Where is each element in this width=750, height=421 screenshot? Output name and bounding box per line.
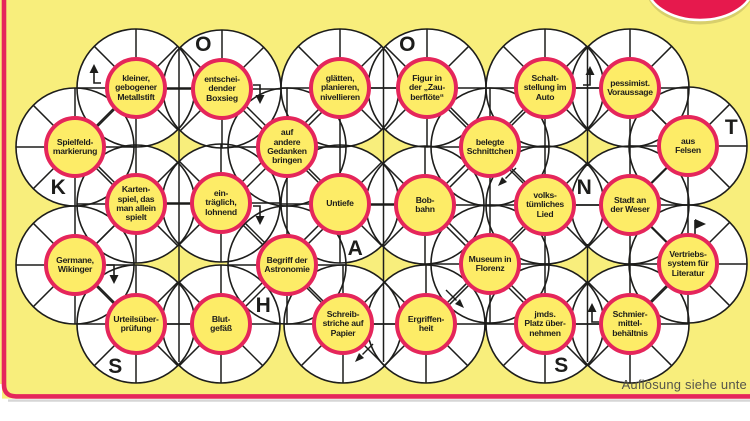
arrow-up-icon [583,66,595,86]
clue-text: glätten, planieren, nivellieren [320,73,360,102]
corner-margin [0,384,2,421]
clue-hub: aus Felsen [657,115,719,177]
clue-hub: Spielfeld- markierung [44,116,106,178]
clue-text: Schalt- stellung im Auto [523,73,567,102]
arrow-up-icon [89,64,101,84]
clue-hub: glätten, planieren, nivellieren [309,57,371,119]
clue-text: Ergriffen- heit [407,313,445,333]
page-margin [0,398,750,421]
clue-hub: Blut- gefäß [190,293,252,355]
arrow-down-icon [107,264,119,284]
clue-hub: Schreib- striche auf Papier [312,293,374,355]
clue-text: Karten- spiel, das man allein spielt [116,184,156,223]
puzzle-frame-border [1,0,750,399]
arrow-down-right-icon [445,289,464,308]
clue-hub: Stadt an der Weser [599,174,661,236]
clue-hub: Karten- spiel, das man allein spielt [105,173,167,235]
prefilled-letter: N [576,176,592,199]
clue-text: auf andere Gedanken bringen [267,127,307,166]
clue-text: Begriff der Astronomie [264,254,310,274]
clue-text: Bob- bahn [415,194,435,214]
arrow-down-left-icon [355,343,374,362]
clue-hub: Urteilsüber- prüfung [105,293,167,355]
clue-text: Blut- gefäß [210,313,232,333]
arrow-down-left-icon [498,167,517,186]
clue-hub: jmds. Platz über- nehmen [514,293,576,355]
prefilled-letter: S [554,354,568,377]
clue-text: Museum in Florenz [468,253,512,273]
clue-text: volks- tümliches Lied [526,190,564,219]
clue-hub: Schalt- stellung im Auto [514,57,576,119]
arrow-down-icon [253,205,265,225]
clue-hub: volks- tümliches Lied [514,174,576,236]
clue-text: Urteilsüber- prüfung [113,313,159,333]
clue-text: Schmier- mittel- behältnis [612,309,648,338]
prefilled-letter: A [347,237,363,260]
clue-text: kleiner, gebogener Metallstift [115,73,157,102]
clue-hub: kleiner, gebogener Metallstift [105,57,167,119]
clue-text: pessimist. Voraussage [607,77,653,97]
clue-text: jmds. Platz über- nehmen [524,309,566,338]
arrow-up-icon [587,303,599,323]
clue-hub: Untiefe [309,173,371,235]
clue-hub: belegte Schnittchen [459,116,521,178]
clue-hub: Germane, Wikinger [44,234,106,296]
prefilled-letter: O [399,33,415,56]
solution-note: Auflösung siehe unte [621,377,747,392]
clue-text: Schreib- striche auf Papier [322,309,364,338]
clue-text: Untiefe [326,198,354,209]
prefilled-letter: T [724,116,738,139]
clue-hub: Vertriebs- system für Literatur [657,233,719,295]
clue-hub: Bob- bahn [394,174,456,236]
clue-text: Vertriebs- system für Literatur [667,249,709,278]
clue-hub: Schmier- mittel- behältnis [599,293,661,355]
clue-text: Germane, Wikinger [56,254,94,274]
clue-text: Stadt an der Weser [610,194,650,214]
clue-hub: Figur in der „Zau- berflöte“ [396,57,458,119]
clue-hub: ein- träglich, lohnend [190,172,252,234]
clue-text: Spielfeld- markierung [52,136,98,156]
prefilled-letter: K [50,176,66,199]
clue-text: ein- träglich, lohnend [205,188,237,217]
clue-hub: Museum in Florenz [459,233,521,295]
prefilled-letter: H [255,294,271,317]
cell-divider-lines [178,48,589,362]
prefilled-letter: O [195,33,211,56]
clue-text: aus Felsen [675,135,701,155]
clue-hub: Ergriffen- heit [395,293,457,355]
clue-text: entschei- dender Boxsieg [204,74,240,103]
clue-text: Figur in der „Zau- berflöte“ [409,73,445,102]
clue-hub: pessimist. Voraussage [599,57,661,119]
clue-hub: entschei- dender Boxsieg [191,58,253,120]
clue-hub: auf andere Gedanken bringen [256,116,318,178]
arrow-down-icon [253,84,265,104]
clue-text: belegte Schnittchen [466,136,514,156]
badge-decoration [648,0,750,25]
clue-hub: Begriff der Astronomie [256,234,318,296]
prefilled-letter: S [108,355,122,378]
